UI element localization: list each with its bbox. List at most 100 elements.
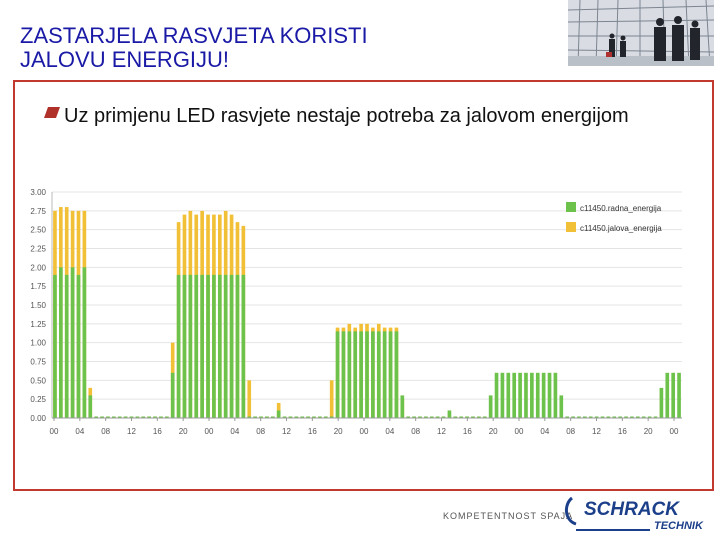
bar-radna bbox=[371, 331, 375, 418]
x-tick-label: 12 bbox=[127, 427, 136, 436]
bar-radna bbox=[106, 416, 110, 418]
y-tick-label: 2.25 bbox=[30, 245, 46, 254]
legend-swatch bbox=[566, 202, 576, 212]
y-tick-label: 1.25 bbox=[30, 320, 46, 329]
bar-radna bbox=[259, 416, 263, 418]
bar-radna bbox=[594, 416, 599, 418]
bar-radna bbox=[135, 416, 140, 418]
bar-radna bbox=[265, 416, 269, 418]
bar-radna bbox=[571, 416, 575, 418]
bar-radna bbox=[530, 372, 534, 418]
bar-radna bbox=[394, 331, 399, 418]
x-tick-label: 04 bbox=[540, 427, 549, 436]
bar-radna bbox=[164, 416, 169, 418]
bar-radna bbox=[235, 274, 240, 418]
bar-radna bbox=[359, 331, 363, 418]
bar-radna bbox=[300, 416, 305, 418]
bar-radna bbox=[677, 372, 681, 418]
business-people-photo bbox=[568, 0, 714, 66]
bar-radna bbox=[170, 372, 175, 418]
bar-radna bbox=[636, 416, 640, 418]
bar-radna bbox=[406, 416, 411, 418]
bar-radna bbox=[141, 416, 146, 418]
bar-radna bbox=[53, 274, 57, 418]
bar-radna bbox=[382, 331, 387, 418]
bar-radna bbox=[412, 416, 416, 418]
bar-radna bbox=[59, 267, 63, 418]
bar-jalova bbox=[329, 380, 334, 418]
bar-radna bbox=[606, 416, 611, 418]
bar-radna bbox=[376, 331, 381, 418]
x-tick-label: 00 bbox=[205, 427, 214, 436]
slide-title: ZASTARJELA RASVJETA KORISTI JALOVU ENERG… bbox=[20, 23, 368, 72]
x-tick-label: 20 bbox=[489, 427, 498, 436]
bar-radna bbox=[494, 372, 499, 418]
bar-radna bbox=[535, 372, 540, 418]
x-tick-label: 12 bbox=[282, 427, 291, 436]
x-tick-label: 04 bbox=[385, 427, 394, 436]
y-tick-label: 0.75 bbox=[30, 358, 46, 367]
bar-radna bbox=[518, 372, 522, 418]
x-tick-label: 16 bbox=[308, 427, 317, 436]
bar-radna bbox=[335, 331, 340, 418]
bar-radna bbox=[547, 372, 552, 418]
bar-radna bbox=[176, 274, 181, 418]
bullet-text: Uz primjenu LED rasvjete nestaje potreba… bbox=[64, 105, 629, 127]
y-tick-label: 1.75 bbox=[30, 282, 46, 291]
bar-radna bbox=[665, 372, 670, 418]
bar-radna bbox=[588, 416, 593, 418]
bar-radna bbox=[441, 416, 446, 418]
bar-radna bbox=[123, 416, 128, 418]
x-tick-label: 04 bbox=[75, 427, 84, 436]
bar-radna bbox=[365, 331, 369, 418]
bar-radna bbox=[465, 416, 469, 418]
bar-radna bbox=[388, 331, 393, 418]
bar-radna bbox=[188, 274, 193, 418]
bar-radna bbox=[70, 267, 75, 418]
bar-radna bbox=[512, 372, 517, 418]
bar-radna bbox=[129, 416, 134, 418]
bar-radna bbox=[329, 416, 334, 418]
bar-radna bbox=[217, 274, 222, 418]
y-tick-label: 3.00 bbox=[30, 188, 46, 197]
x-tick-label: 12 bbox=[437, 427, 446, 436]
x-tick-label: 16 bbox=[618, 427, 627, 436]
x-tick-label: 20 bbox=[334, 427, 343, 436]
bar-radna bbox=[159, 416, 163, 418]
y-tick-label: 0.50 bbox=[30, 376, 46, 385]
bar-radna bbox=[212, 274, 216, 418]
bar-radna bbox=[223, 274, 228, 418]
bar-radna bbox=[541, 372, 546, 418]
x-tick-label: 08 bbox=[256, 427, 265, 436]
content-frame bbox=[13, 80, 714, 491]
y-tick-label: 2.75 bbox=[30, 207, 46, 216]
bar-radna bbox=[276, 410, 281, 418]
x-tick-label: 20 bbox=[644, 427, 653, 436]
bar-radna bbox=[400, 395, 405, 418]
bar-radna bbox=[618, 416, 623, 418]
bar-radna bbox=[76, 274, 81, 418]
bar-jalova bbox=[247, 380, 252, 418]
bar-radna bbox=[524, 372, 528, 418]
bar-radna bbox=[147, 416, 151, 418]
bar-radna bbox=[630, 416, 634, 418]
bar-radna bbox=[282, 416, 287, 418]
logo-sub-text: TECHNIK bbox=[654, 520, 704, 532]
legend-label: c11450.jalova_energija bbox=[580, 224, 662, 233]
x-tick-label: 00 bbox=[670, 427, 679, 436]
bar-radna bbox=[206, 274, 210, 418]
x-tick-label: 08 bbox=[566, 427, 575, 436]
x-tick-label: 16 bbox=[153, 427, 162, 436]
bar-radna bbox=[647, 416, 652, 418]
bar-radna bbox=[347, 331, 352, 418]
bar-radna bbox=[418, 416, 422, 418]
bar-radna bbox=[194, 274, 199, 418]
bar-radna bbox=[624, 416, 628, 418]
bar-radna bbox=[506, 372, 511, 418]
x-tick-label: 16 bbox=[463, 427, 472, 436]
bar-radna bbox=[659, 387, 664, 418]
footer-tagline: KOMPETENTNOST SPAJA bbox=[443, 511, 574, 521]
bar-radna bbox=[583, 416, 587, 418]
bar-radna bbox=[435, 416, 440, 418]
bar-radna bbox=[429, 416, 434, 418]
